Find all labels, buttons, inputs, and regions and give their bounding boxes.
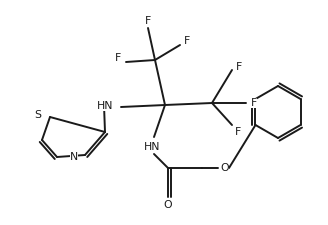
Text: F: F bbox=[235, 127, 241, 137]
Text: F: F bbox=[115, 53, 121, 63]
Text: O: O bbox=[164, 200, 172, 210]
Text: N: N bbox=[70, 152, 78, 162]
Text: HN: HN bbox=[144, 142, 160, 152]
Text: F: F bbox=[236, 62, 242, 72]
Text: O: O bbox=[221, 163, 229, 173]
Text: HN: HN bbox=[96, 101, 113, 111]
Text: F: F bbox=[251, 98, 257, 108]
Text: F: F bbox=[184, 36, 190, 46]
Text: F: F bbox=[145, 16, 151, 26]
Text: S: S bbox=[34, 110, 41, 120]
